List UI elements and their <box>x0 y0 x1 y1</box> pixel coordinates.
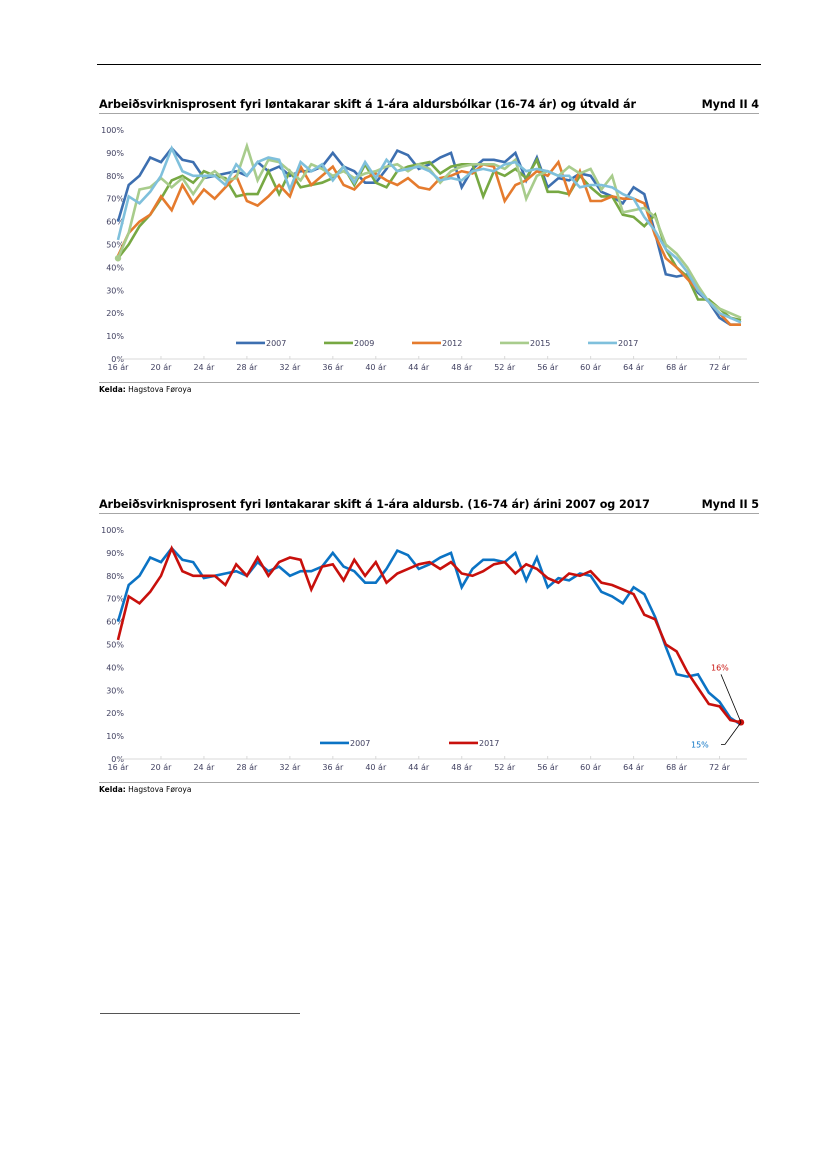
y-tick-label: 50% <box>106 641 124 650</box>
x-tick-label: 64 ár <box>623 363 645 372</box>
figure-title: Arbeiðsvirknisprosent fyri løntakarar sk… <box>99 498 650 511</box>
x-tick-label: 40 ár <box>365 763 387 772</box>
y-tick-label: 10% <box>106 732 124 741</box>
annotation-label: 16% <box>711 663 729 672</box>
x-tick-label: 56 ár <box>537 763 559 772</box>
figure-number: Mynd II 5 <box>701 498 760 511</box>
y-tick-label: 10% <box>106 332 124 341</box>
chart-mynd-ii-4: 0% 10% 20% 30% 40% 50% 60% 70% 80% 90% 100% 16 ár 20… <box>101 126 747 372</box>
figure-mynd-ii-4: Arbeiðsvirknisprosent fyri løntakarar sk… <box>99 98 759 394</box>
y-tick-label: 80% <box>106 172 124 181</box>
chart-mynd-ii-5: 0% 10% 20% 30% 40% 50% 60% 70% 80% 90% 100% 16 ár 20… <box>101 526 747 772</box>
figure-source: Kelda: Hagstova Føroya <box>99 382 759 394</box>
y-tick-label: 0% <box>111 755 124 764</box>
source-text: Hagstova Føroya <box>128 385 192 394</box>
legend-label-2007: 2007 <box>350 739 370 748</box>
annotation-leader-15 <box>721 722 742 745</box>
x-tick-label: 32 ár <box>279 763 301 772</box>
source-text: Hagstova Føroya <box>128 785 192 794</box>
y-tick-label: 40% <box>106 663 124 672</box>
x-tick-label: 52 ár <box>494 363 516 372</box>
x-tick-label: 64 ár <box>623 763 645 772</box>
figure-title: Arbeiðsvirknisprosent fyri løntakarar sk… <box>99 98 636 111</box>
x-tick-label: 40 ár <box>365 363 387 372</box>
y-tick-label: 60% <box>106 618 124 627</box>
series-line-2007 <box>116 546 742 726</box>
source-label: Kelda: <box>99 385 126 394</box>
x-tick-label: 24 ár <box>193 363 215 372</box>
y-tick-label: 60% <box>106 218 124 227</box>
y-tick-label: 90% <box>106 149 124 158</box>
y-tick-label: 90% <box>106 549 124 558</box>
x-tick-label: 52 ár <box>494 763 516 772</box>
series-line-2017 <box>116 144 742 324</box>
x-tick-label: 16 ár <box>108 363 130 372</box>
y-tick-label: 30% <box>106 286 124 295</box>
y-tick-label: 50% <box>106 241 124 250</box>
series-line-2012 <box>116 159 741 326</box>
y-tick-label: 20% <box>106 309 124 318</box>
y-tick-label: 100% <box>101 526 124 535</box>
x-tick-label: 48 ár <box>451 363 473 372</box>
legend-label-2012: 2012 <box>442 339 462 348</box>
x-tick-label: 16 ár <box>108 763 130 772</box>
series-line-2015 <box>116 141 742 319</box>
x-tick-label: 72 ár <box>709 363 731 372</box>
figure-mynd-ii-5: Arbeiðsvirknisprosent fyri løntakarar sk… <box>99 498 759 794</box>
x-tick-label: 20 ár <box>151 763 173 772</box>
y-tick-label: 30% <box>106 686 124 695</box>
annotation-label: 15% <box>691 740 709 749</box>
legend-label-2009: 2009 <box>354 339 374 348</box>
x-tick-label: 68 ár <box>666 763 688 772</box>
series-marker-2015 <box>114 255 122 262</box>
y-tick-label: 70% <box>106 595 124 604</box>
page-header-rule <box>97 64 761 65</box>
x-tick-label: 56 ár <box>537 363 559 372</box>
x-tick-label: 28 ár <box>236 363 258 372</box>
series-line-2017 <box>116 544 742 724</box>
x-tick-label: 72 ár <box>709 763 731 772</box>
x-tick-label: 48 ár <box>451 763 473 772</box>
x-tick-label: 36 ár <box>322 763 344 772</box>
x-tick-label: 36 ár <box>322 363 344 372</box>
x-tick-label: 44 ár <box>408 363 430 372</box>
x-tick-label: 20 ár <box>151 363 173 372</box>
x-tick-label: 60 ár <box>580 363 602 372</box>
x-tick-label: 24 ár <box>193 763 215 772</box>
figure-title-row: Arbeiðsvirknisprosent fyri løntakarar sk… <box>99 98 759 114</box>
source-label: Kelda: <box>99 785 126 794</box>
legend-label-2007: 2007 <box>266 339 286 348</box>
figure-source: Kelda: Hagstova Føroya <box>99 782 759 794</box>
legend-label-2017: 2017 <box>479 739 499 748</box>
figure-number: Mynd II 4 <box>701 98 760 111</box>
x-tick-label: 68 ár <box>666 363 688 372</box>
legend-label-2017: 2017 <box>618 339 638 348</box>
series-line-2009 <box>116 156 742 322</box>
x-tick-label: 32 ár <box>279 363 301 372</box>
y-tick-label: 80% <box>106 572 124 581</box>
figure-title-row: Arbeiðsvirknisprosent fyri løntakarar sk… <box>99 498 759 514</box>
annotation-leader-16 <box>720 674 742 723</box>
x-tick-label: 44 ár <box>408 763 430 772</box>
y-tick-label: 70% <box>106 195 124 204</box>
y-tick-label: 20% <box>106 709 124 718</box>
x-tick-label: 60 ár <box>580 763 602 772</box>
x-tick-label: 28 ár <box>236 763 258 772</box>
y-tick-label: 40% <box>106 263 124 272</box>
y-tick-label: 0% <box>111 355 124 364</box>
y-tick-label: 100% <box>101 126 124 135</box>
legend-label-2015: 2015 <box>530 339 550 348</box>
series-line-2007 <box>116 146 741 326</box>
footnote-separator <box>100 1013 300 1014</box>
